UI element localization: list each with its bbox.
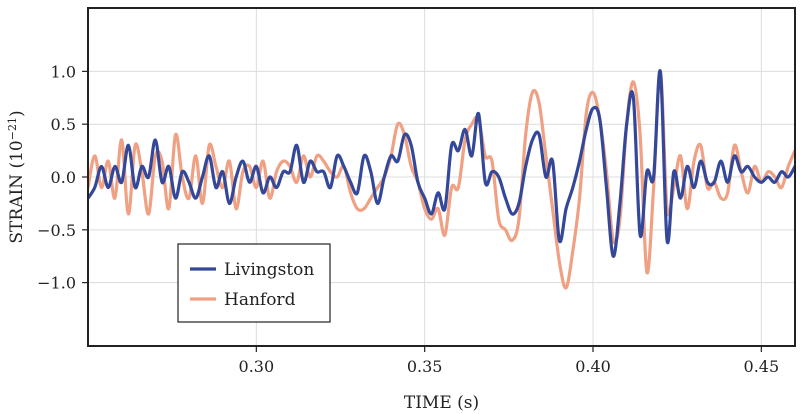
legend: Livingston Hanford xyxy=(177,243,331,323)
x-tick-label: 0.35 xyxy=(407,357,443,376)
y-tick-label: −0.5 xyxy=(37,221,76,240)
y-tick-label: 0.0 xyxy=(51,168,76,187)
series-layer xyxy=(88,69,795,290)
y-axis-title-text: STRAIN (10 xyxy=(7,140,27,243)
y-tick-label: 0.5 xyxy=(51,115,76,134)
y-axis-title-close: ) xyxy=(7,110,27,117)
legend-label-hanford: Hanford xyxy=(224,290,296,310)
series-line-livingston xyxy=(88,69,795,258)
y-axis-title: STRAIN (10−21) xyxy=(6,110,28,243)
x-tick-label: 0.45 xyxy=(744,357,780,376)
y-tick-label: −1.0 xyxy=(37,274,76,293)
x-tick-label: 0.40 xyxy=(575,357,611,376)
series-line-hanford xyxy=(88,69,795,290)
y-axis-title-exponent: −21 xyxy=(6,117,19,140)
y-tick-label: 1.0 xyxy=(51,62,76,81)
axis-ticks: 0.30 0.35 0.40 0.45 1.0 0.5 0.0 −0.5 −1.0 xyxy=(37,62,779,376)
legend-box xyxy=(177,243,331,323)
x-tick-label: 0.30 xyxy=(239,357,275,376)
legend-label-livingston: Livingston xyxy=(224,260,314,280)
x-axis-title: TIME (s) xyxy=(404,393,479,413)
